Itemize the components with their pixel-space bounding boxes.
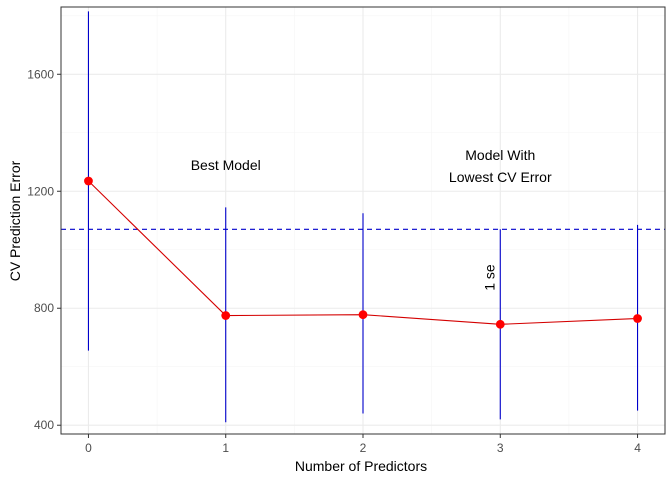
data-point xyxy=(633,314,642,323)
x-tick-label: 3 xyxy=(497,441,504,455)
y-tick-label: 1200 xyxy=(27,184,54,198)
data-point xyxy=(358,310,368,320)
data-points xyxy=(84,176,642,329)
y-tick-labels: 400 800 1200 1600 xyxy=(27,67,54,432)
x-axis-title: Number of Predictors xyxy=(295,458,427,474)
axis-ticks xyxy=(57,73,639,438)
lowest-cv-annotation-line1: Model With xyxy=(465,147,535,163)
x-tick-label: 2 xyxy=(360,441,367,455)
x-tick-labels: 0 1 2 3 4 xyxy=(85,441,641,455)
one-se-annotation: 1 se xyxy=(481,264,497,291)
y-tick-label: 400 xyxy=(34,418,54,432)
data-point xyxy=(84,176,93,186)
data-point xyxy=(221,311,231,320)
y-tick-label: 800 xyxy=(34,301,54,315)
lowest-cv-annotation-line2: Lowest CV Error xyxy=(449,169,552,185)
y-tick-label: 1600 xyxy=(27,67,54,81)
x-tick-label: 4 xyxy=(634,441,641,455)
best-model-annotation: Best Model xyxy=(191,157,261,173)
x-tick-label: 0 xyxy=(85,441,92,455)
y-axis-title: CV Prediction Error xyxy=(7,160,23,281)
x-tick-label: 1 xyxy=(222,441,229,455)
data-point xyxy=(495,319,505,329)
